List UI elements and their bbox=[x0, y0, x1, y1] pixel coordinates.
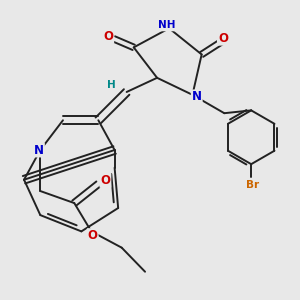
Text: O: O bbox=[88, 229, 98, 242]
Text: O: O bbox=[103, 30, 113, 43]
Text: O: O bbox=[218, 32, 228, 45]
Text: N: N bbox=[192, 90, 202, 104]
Text: N: N bbox=[34, 143, 44, 157]
Text: O: O bbox=[100, 174, 110, 187]
Text: H: H bbox=[107, 80, 116, 90]
Text: NH: NH bbox=[158, 20, 175, 30]
Text: Br: Br bbox=[246, 180, 259, 190]
